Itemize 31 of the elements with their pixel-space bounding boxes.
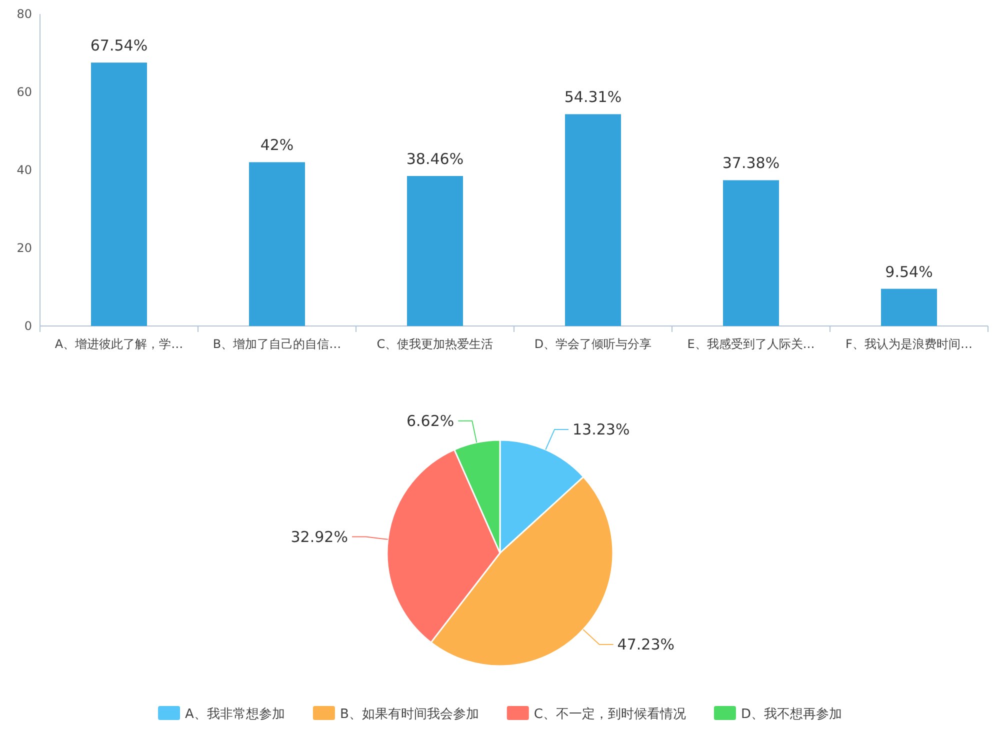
- data-label: 13.23%: [572, 420, 630, 438]
- data-label: 9.54%: [885, 262, 933, 281]
- legend-label: D、我不想再参加: [740, 707, 842, 722]
- data-label: 38.46%: [406, 150, 464, 168]
- data-label: 54.31%: [564, 88, 622, 106]
- bar: [723, 180, 779, 326]
- y-tick-label: 60: [16, 85, 32, 99]
- bar: [249, 162, 305, 326]
- bar: [565, 114, 621, 326]
- bar: [91, 62, 147, 326]
- y-tick-label: 40: [16, 163, 32, 177]
- data-label: 42%: [260, 136, 294, 154]
- bar: [407, 176, 463, 326]
- legend-label: A、我非常想参加: [185, 707, 285, 722]
- data-label: 37.38%: [722, 154, 780, 172]
- legend-label: C、不一定，到时候看情况: [534, 707, 686, 722]
- x-tick-label: D、学会了倾听与分享: [534, 337, 652, 351]
- data-label: 32.92%: [290, 528, 348, 546]
- bar: [881, 288, 937, 326]
- x-tick-label: A、增进彼此了解，学…: [54, 337, 184, 351]
- x-tick-label: F、我认为是浪费时间…: [846, 337, 972, 351]
- y-tick-label: 80: [16, 7, 32, 21]
- y-tick-label: 0: [24, 319, 32, 333]
- x-tick-label: E、我感受到了人际关…: [687, 337, 815, 351]
- data-label: 47.23%: [617, 635, 675, 654]
- legend-label: B、如果有时间我会参加: [340, 707, 479, 722]
- data-label: 6.62%: [406, 412, 454, 430]
- x-tick-label: B、增加了自己的自信…: [212, 337, 342, 351]
- y-tick-label: 20: [16, 241, 32, 255]
- x-tick-label: C、使我更加热爱生活: [376, 337, 494, 351]
- data-label: 67.54%: [90, 36, 148, 55]
